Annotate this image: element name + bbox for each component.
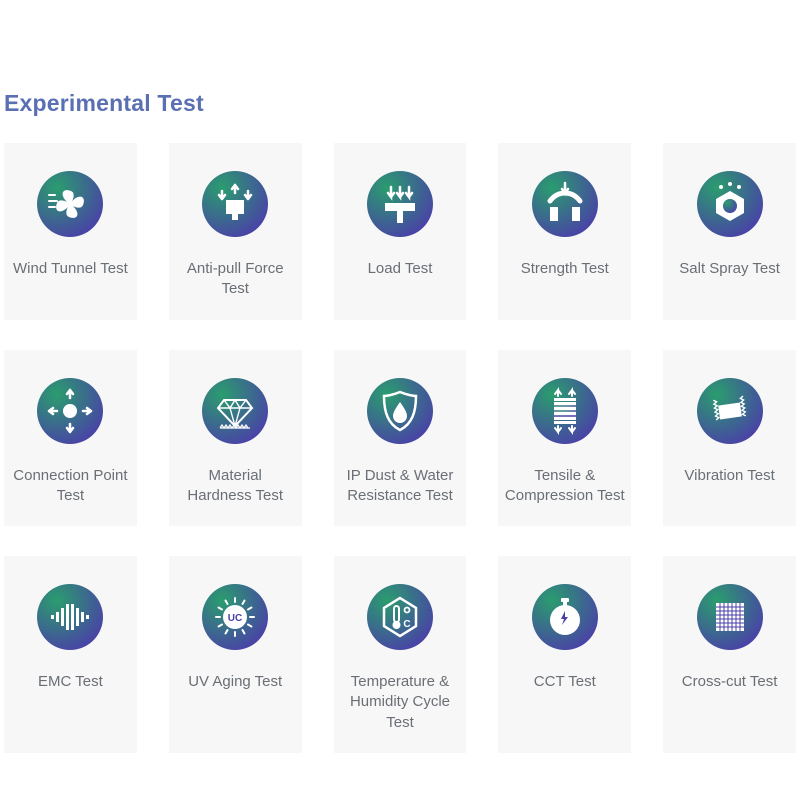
test-label: EMC Test xyxy=(38,672,103,692)
test-label: Connection Point Test xyxy=(10,466,131,507)
strength-icon xyxy=(532,171,598,237)
test-card-wind-tunnel: Wind Tunnel Test xyxy=(4,143,137,320)
fan-icon xyxy=(37,171,103,237)
test-card-uv-aging: UC UV Aging Test xyxy=(169,556,302,753)
salt-spray-icon xyxy=(697,171,763,237)
test-label: Material Hardness Test xyxy=(175,466,296,507)
test-card-salt-spray: Salt Spray Test xyxy=(663,143,796,320)
page-title: Experimental Test xyxy=(4,90,796,117)
test-label: Strength Test xyxy=(521,259,609,279)
test-card-vibration: Vibration Test xyxy=(663,350,796,527)
test-label: Tensile & Compression Test xyxy=(504,466,625,507)
test-label: Anti-pull Force Test xyxy=(175,259,296,300)
test-label: Temperature & Humidity Cycle Test xyxy=(340,672,461,733)
svg-text:C: C xyxy=(403,619,410,630)
test-card-emc: EMC Test xyxy=(4,556,137,753)
test-card-tensile-compression: Tensile & Compression Test xyxy=(498,350,631,527)
test-card-load: Load Test xyxy=(334,143,467,320)
test-card-temp-humidity: C Temperature & Humidity Cycle Test xyxy=(334,556,467,753)
test-card-cct: CCT Test xyxy=(498,556,631,753)
test-label: Wind Tunnel Test xyxy=(13,259,128,279)
shield-drop-icon xyxy=(367,378,433,444)
test-label: UV Aging Test xyxy=(188,672,282,692)
tests-grid: Wind Tunnel Test Anti-pull Force Test Lo… xyxy=(4,143,796,753)
test-label: Salt Spray Test xyxy=(679,259,780,279)
tensile-icon xyxy=(532,378,598,444)
test-card-connection-point: Connection Point Test xyxy=(4,350,137,527)
stopwatch-icon xyxy=(532,584,598,650)
test-card-strength: Strength Test xyxy=(498,143,631,320)
load-icon xyxy=(367,171,433,237)
test-label: IP Dust & Water Resistance Test xyxy=(340,466,461,507)
diamond-icon xyxy=(202,378,268,444)
test-label: Cross-cut Test xyxy=(682,672,778,692)
test-card-ip-dust-water: IP Dust & Water Resistance Test xyxy=(334,350,467,527)
test-label: Vibration Test xyxy=(684,466,774,486)
hex-temp-icon: C xyxy=(367,584,433,650)
test-label: Load Test xyxy=(368,259,433,279)
svg-text:UC: UC xyxy=(228,613,242,624)
test-card-cross-cut: Cross-cut Test xyxy=(663,556,796,753)
test-card-anti-pull: Anti-pull Force Test xyxy=(169,143,302,320)
test-card-material-hardness: Material Hardness Test xyxy=(169,350,302,527)
waveform-icon xyxy=(37,584,103,650)
test-label: CCT Test xyxy=(534,672,596,692)
vibration-icon xyxy=(697,378,763,444)
anti-pull-icon xyxy=(202,171,268,237)
uv-sun-icon: UC xyxy=(202,584,268,650)
connection-point-icon xyxy=(37,378,103,444)
grid-icon xyxy=(697,584,763,650)
